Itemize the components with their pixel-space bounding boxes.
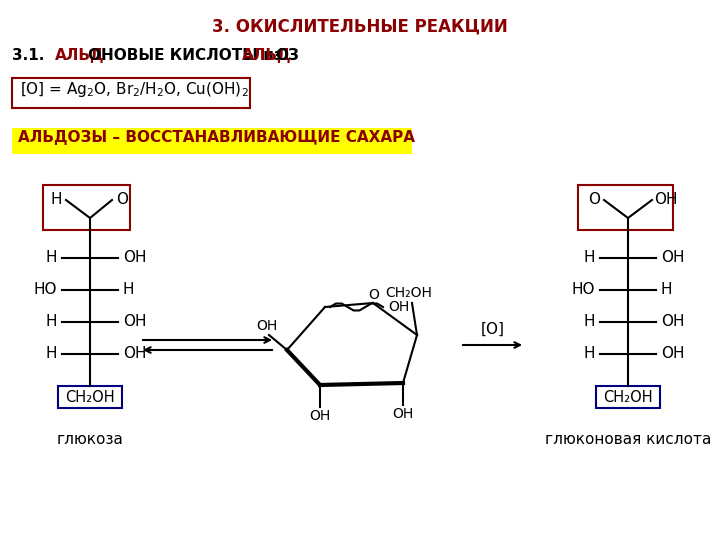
Text: OH: OH <box>661 347 685 361</box>
Text: OH: OH <box>388 300 409 314</box>
Text: O: O <box>116 192 128 207</box>
Bar <box>43 185 130 230</box>
Text: CH₂OH: CH₂OH <box>386 286 433 300</box>
Text: OH: OH <box>661 251 685 266</box>
Bar <box>58 386 122 408</box>
Bar <box>596 386 660 408</box>
Bar <box>12 128 412 154</box>
Text: OH: OH <box>310 409 330 423</box>
Text: H: H <box>45 314 57 329</box>
Text: 3.1.: 3.1. <box>12 48 50 63</box>
Text: АЛЬД: АЛЬД <box>241 48 291 63</box>
Text: H: H <box>123 282 135 298</box>
Text: H: H <box>50 192 62 207</box>
Text: глюконовая кислота: глюконовая кислота <box>545 432 711 447</box>
Text: CH₂OH: CH₂OH <box>66 390 114 405</box>
Text: OH: OH <box>256 319 278 333</box>
Bar <box>578 185 673 230</box>
Text: OH: OH <box>123 251 146 266</box>
Text: OH: OH <box>661 314 685 329</box>
Text: АЛЬД: АЛЬД <box>55 48 104 63</box>
Text: H: H <box>661 282 672 298</box>
Text: 3. ОКИСЛИТЕЛЬНЫЕ РЕАКЦИИ: 3. ОКИСЛИТЕЛЬНЫЕ РЕАКЦИИ <box>212 18 508 36</box>
Text: HO: HO <box>572 282 595 298</box>
Text: OH: OH <box>123 347 146 361</box>
Text: OH: OH <box>123 314 146 329</box>
Text: OH: OH <box>654 192 678 207</box>
Text: OH: OH <box>392 407 413 421</box>
Text: H: H <box>45 251 57 266</box>
Text: O: O <box>588 192 600 207</box>
Text: АЛЬДОЗЫ – ВОССТАНАВЛИВАЮЩИЕ САХАРА: АЛЬДОЗЫ – ВОССТАНАВЛИВАЮЩИЕ САХАРА <box>18 130 415 145</box>
Text: ОЗ: ОЗ <box>276 48 300 63</box>
Text: ОНОВЫЕ КИСЛОТЫ из: ОНОВЫЕ КИСЛОТЫ из <box>89 48 289 63</box>
Text: [O]: [O] <box>480 322 505 337</box>
Text: H: H <box>583 347 595 361</box>
Text: O: O <box>368 288 379 302</box>
Bar <box>12 78 250 108</box>
Text: H: H <box>45 347 57 361</box>
Text: CH₂OH: CH₂OH <box>603 390 653 405</box>
Text: [O] = Ag$_2$O, Br$_2$/H$_2$O, Cu(OH)$_2$: [O] = Ag$_2$O, Br$_2$/H$_2$O, Cu(OH)$_2$ <box>20 80 248 99</box>
Text: глюкоза: глюкоза <box>57 432 123 447</box>
Text: H: H <box>583 251 595 266</box>
Text: HO: HO <box>34 282 57 298</box>
Text: H: H <box>583 314 595 329</box>
